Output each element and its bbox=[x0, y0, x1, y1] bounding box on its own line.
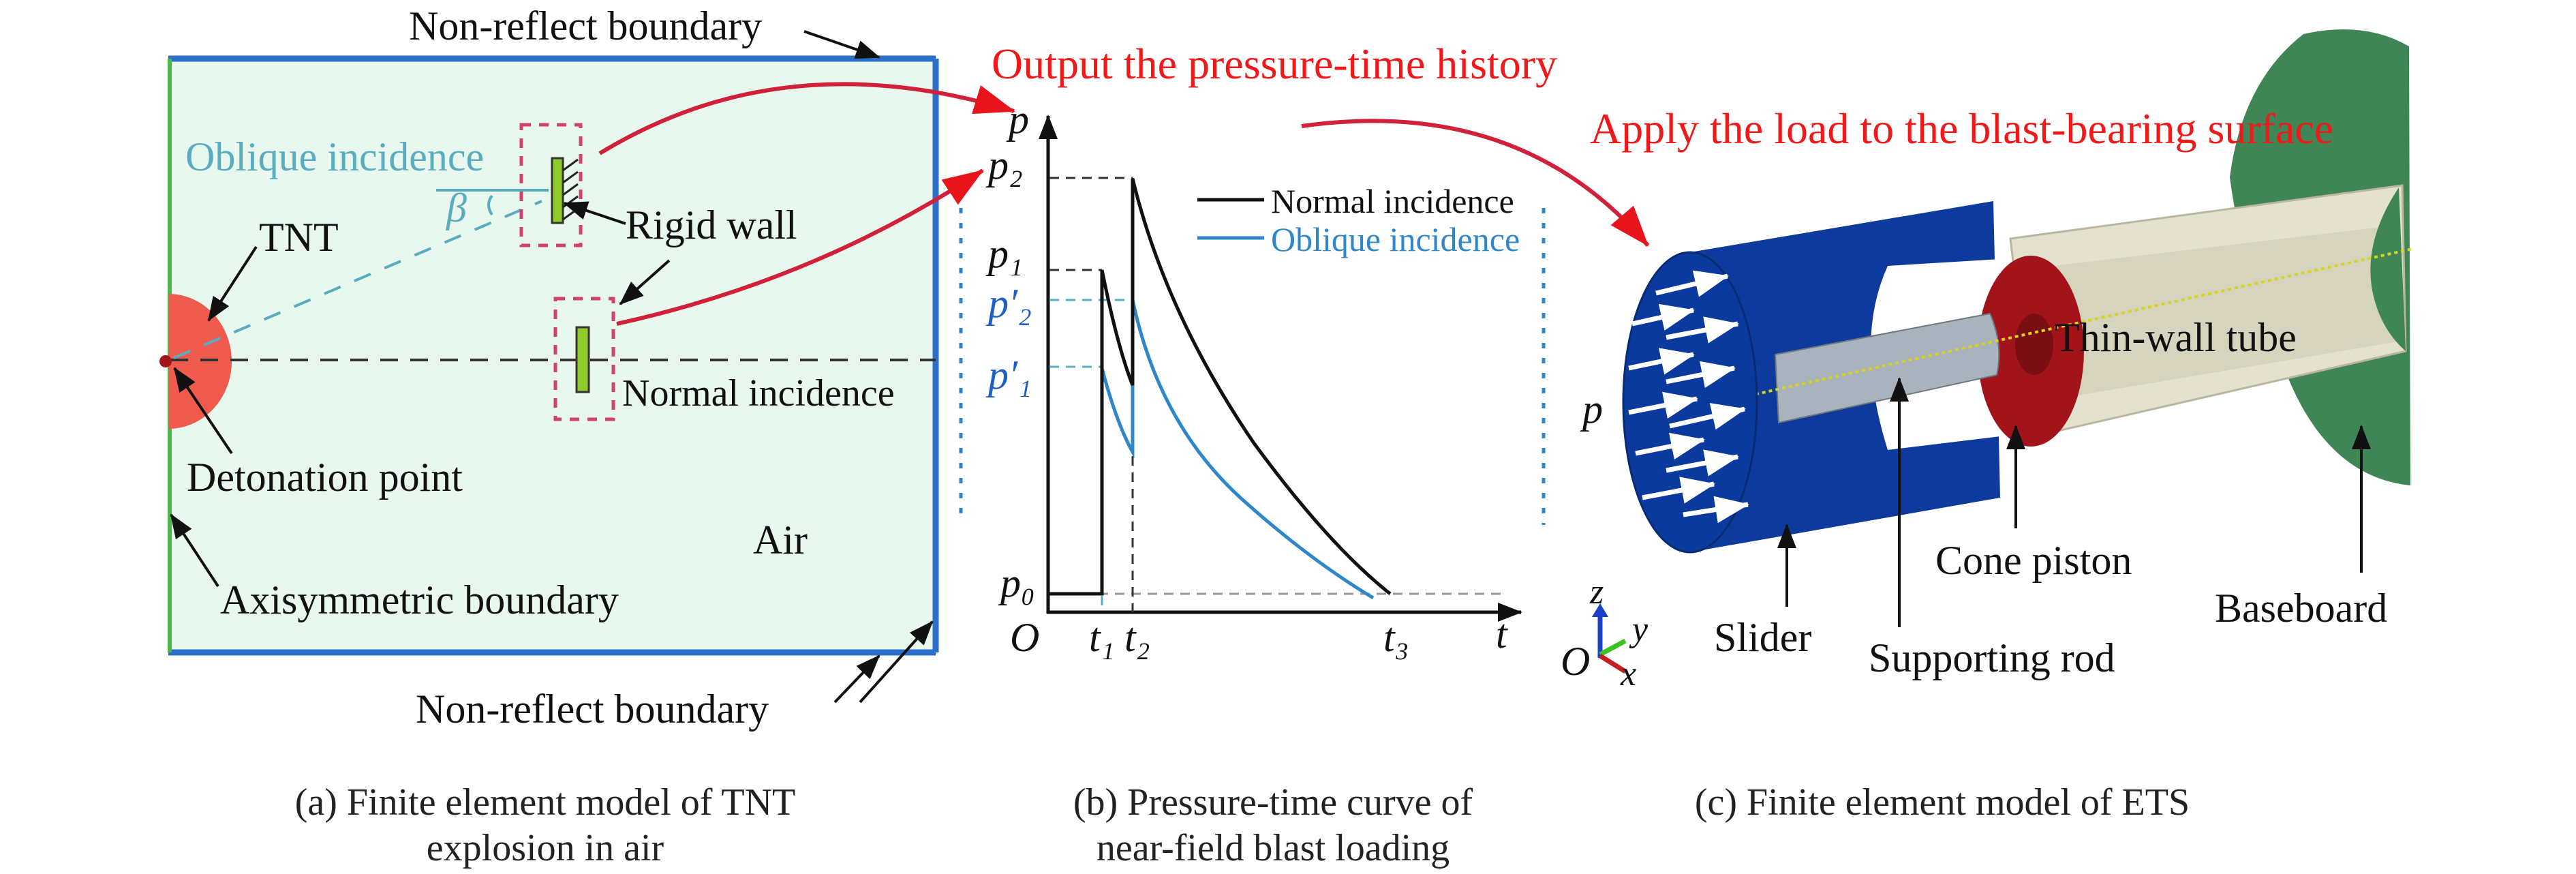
legend-oblique: Oblique incidence bbox=[1271, 220, 1520, 258]
triad-y: y bbox=[1629, 610, 1649, 649]
caption-c: (c) Finite element model of ETS bbox=[1695, 781, 2190, 824]
beta-arc bbox=[487, 194, 493, 216]
panel-b: Output the pressure-time history p p₂ p₁… bbox=[985, 40, 1650, 869]
caption-a-line2: explosion in air bbox=[427, 827, 664, 869]
tnt-charge bbox=[168, 294, 232, 429]
axisymmetric-arrow bbox=[170, 513, 219, 588]
output-arrow-lower bbox=[616, 168, 984, 326]
p2-label: p₂ bbox=[985, 142, 1023, 187]
thin-wall-tube-label: Thin-wall tube bbox=[2055, 315, 2297, 360]
bottom-boundary-label: Non-reflect boundary bbox=[416, 687, 769, 732]
t3-label: t₃ bbox=[1383, 615, 1409, 660]
panel-b-title: Output the pressure-time history bbox=[992, 40, 1557, 88]
detonation-arrow bbox=[173, 367, 233, 455]
detonation-point bbox=[159, 355, 172, 367]
p1-prime-label: p′₁ bbox=[985, 352, 1032, 397]
baseboard-label: Baseboard bbox=[2215, 586, 2387, 631]
rigid-wall-arrow-upper bbox=[563, 201, 626, 225]
caption-b-line1: (b) Pressure-time curve of bbox=[1073, 781, 1473, 824]
top-boundary-label: Non-reflect boundary bbox=[409, 3, 762, 48]
tube-opening bbox=[2370, 187, 2406, 351]
tnt-label: TNT bbox=[259, 215, 339, 260]
coordinate-triad: O z y x bbox=[1561, 573, 1649, 693]
p2-prime-label: p′₂ bbox=[985, 281, 1032, 326]
rigid-wall-arrow-lower bbox=[619, 259, 671, 305]
slider-label: Slider bbox=[1714, 615, 1811, 660]
rigid-wall-label: Rigid wall bbox=[626, 202, 797, 247]
legend-normal: Normal incidence bbox=[1271, 182, 1514, 220]
t1-label: t₁ bbox=[1089, 615, 1115, 660]
p0-label: p₀ bbox=[998, 560, 1035, 605]
legend: Normal incidence Oblique incidence bbox=[1197, 182, 1520, 258]
y-axis-icon bbox=[1599, 638, 1627, 657]
y-axis-label: p bbox=[1006, 97, 1029, 142]
x-axis-label: t bbox=[1496, 612, 1508, 657]
detonation-label: Detonation point bbox=[187, 455, 463, 500]
supporting-rod bbox=[1774, 312, 2000, 424]
oblique-path-line bbox=[173, 200, 542, 359]
axisymmetric-label: Axisymmetric boundary bbox=[220, 577, 619, 622]
air-label: Air bbox=[753, 517, 808, 562]
pressure-label: p bbox=[1580, 387, 1603, 432]
cone-piston-label: Cone piston bbox=[1935, 538, 2132, 583]
bottom-boundary-arrow-1 bbox=[833, 654, 880, 704]
triad-z: z bbox=[1589, 573, 1604, 612]
triad-origin: O bbox=[1561, 639, 1590, 684]
wall-hatch bbox=[562, 158, 579, 221]
t2-label: t₂ bbox=[1124, 615, 1150, 660]
bottom-boundary-arrow-2 bbox=[859, 620, 934, 704]
supporting-rod-label: Supporting rod bbox=[1869, 635, 2115, 680]
panel-a: Non-reflect boundary Oblique incidence β… bbox=[159, 3, 1015, 869]
beta-label: β bbox=[446, 185, 467, 230]
panel-c: Apply the load to the blast-bearing surf… bbox=[1561, 29, 2413, 824]
oblique-label: Oblique incidence bbox=[185, 134, 484, 179]
panel-c-title: Apply the load to the blast-bearing surf… bbox=[1590, 104, 2333, 153]
cone-piston-hole bbox=[2015, 314, 2053, 375]
p1-label: p₁ bbox=[985, 231, 1023, 276]
origin-label: O bbox=[1010, 615, 1039, 660]
x-axis-icon bbox=[1599, 654, 1627, 674]
caption-b-line2: near-field blast loading bbox=[1097, 827, 1450, 869]
top-boundary-arrow bbox=[803, 30, 880, 59]
pressure-arrows bbox=[1628, 270, 1749, 524]
tnt-arrow bbox=[207, 245, 258, 322]
normal-label: Normal incidence bbox=[622, 372, 895, 415]
normal-incidence-curve bbox=[1049, 178, 1392, 596]
oblique-rigid-wall bbox=[551, 157, 564, 224]
normal-rigid-wall bbox=[575, 326, 590, 393]
apply-load-arrow bbox=[1301, 119, 1650, 247]
center-axis bbox=[1642, 247, 2413, 421]
output-arrow-upper bbox=[598, 82, 1015, 155]
triad-x: x bbox=[1620, 654, 1636, 693]
tube-inner-shadow bbox=[2024, 225, 2402, 402]
caption-a-line1: (a) Finite element model of TNT bbox=[295, 781, 796, 824]
oblique-incidence-curve bbox=[1100, 299, 1375, 600]
